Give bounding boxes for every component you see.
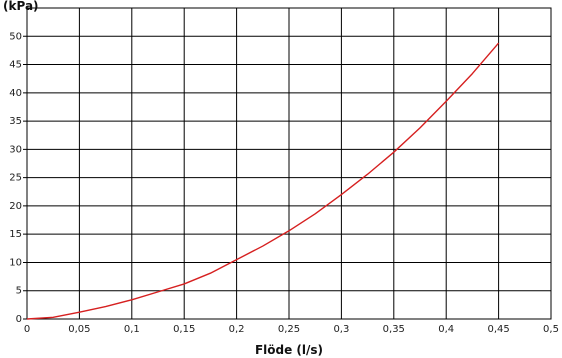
x-tick-label: 0,35 [383, 324, 405, 335]
x-tick-label: 0,4 [438, 324, 454, 335]
x-tick-label: 0,45 [487, 324, 509, 335]
x-axis-title: Flöde (l/s) [255, 343, 323, 357]
y-tick-label: 40 [9, 88, 22, 99]
y-tick-labels: 0 5 10 15 20 25 30 35 40 45 50 [9, 31, 22, 325]
y-tick-label: 10 [9, 257, 22, 268]
grid-lines [23, 8, 551, 319]
x-tick-label: 0,2 [229, 324, 245, 335]
series-line [27, 43, 499, 319]
y-tick-label: 35 [9, 116, 22, 127]
x-tick-label: 0,05 [68, 324, 90, 335]
y-tick-label: 50 [9, 31, 22, 42]
y-tick-label: 25 [9, 173, 22, 184]
y-tick-label: 15 [9, 229, 22, 240]
x-tick-label: 0,5 [543, 324, 559, 335]
x-tick-labels: 0 0,05 0,1 0,15 0,2 0,25 0,3 0,35 0,4 0,45 0,5 [24, 324, 559, 335]
x-tick-label: 0,1 [124, 324, 140, 335]
y-axis-title: (kPa) [3, 0, 39, 13]
y-tick-label: 20 [9, 201, 22, 212]
x-tick-label: 0,25 [278, 324, 300, 335]
y-tick-label: 5 [16, 286, 22, 297]
series-layer [27, 43, 499, 319]
y-tick-label: 45 [9, 60, 22, 71]
x-tick-label: 0 [24, 324, 30, 335]
x-tick-label: 0,3 [333, 324, 349, 335]
y-tick-label: 0 [16, 314, 22, 325]
x-tick-label: 0,15 [173, 324, 195, 335]
y-tick-label: 30 [9, 144, 22, 155]
